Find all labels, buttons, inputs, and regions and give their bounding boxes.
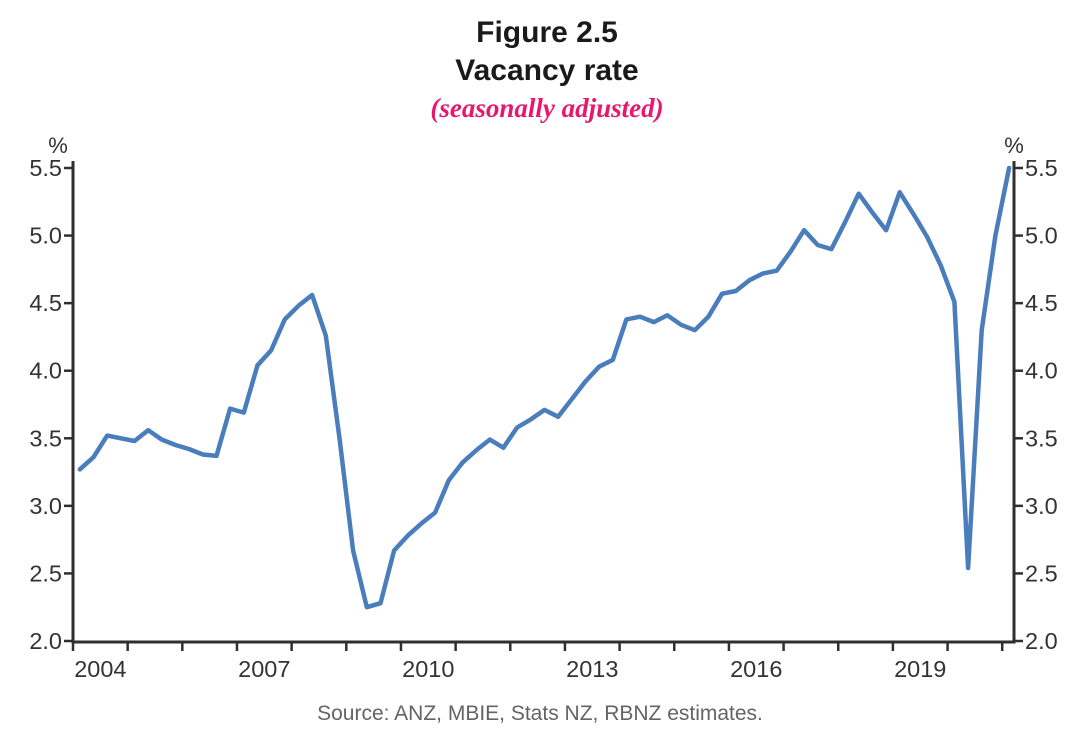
x-tick-label-year: 2004 [74, 656, 126, 682]
y-tick-label-left: 4.0 [29, 358, 62, 384]
y-tick-label-left: 3.5 [29, 425, 62, 451]
y-tick-label-right: 3.0 [1025, 493, 1058, 519]
figure-subtitle: (seasonally adjusted) [430, 93, 664, 123]
y-tick-label-right: 5.5 [1025, 155, 1058, 181]
y-tick-label-right: 3.5 [1025, 425, 1058, 451]
x-tick-label-year: 2019 [894, 656, 946, 682]
x-tick-label-year: 2013 [566, 656, 618, 682]
source-note: Source: ANZ, MBIE, Stats NZ, RBNZ estima… [317, 702, 763, 725]
y-tick-label-right: 5.0 [1025, 223, 1058, 249]
y-tick-label-right: 2.5 [1025, 560, 1058, 586]
y-axis-unit-left: % [48, 133, 68, 158]
y-axis-unit-right: % [1004, 133, 1024, 158]
y-tick-label-left: 5.5 [29, 155, 62, 181]
y-tick-label-left: 5.0 [29, 223, 62, 249]
y-tick-label-left: 3.0 [29, 493, 62, 519]
y-tick-label-left: 2.5 [29, 560, 62, 586]
x-tick-label-year: 2007 [238, 656, 290, 682]
x-tick-label-year: 2010 [402, 656, 454, 682]
x-tick-label-year: 2016 [730, 656, 782, 682]
y-tick-label-right: 4.5 [1025, 290, 1058, 316]
vacancy-rate-series-line [77, 165, 1012, 610]
figure-title: Vacancy rate [455, 54, 639, 87]
figure-number: Figure 2.5 [476, 16, 618, 49]
y-tick-label-right: 4.0 [1025, 358, 1058, 384]
y-tick-label-left: 2.0 [29, 628, 62, 654]
y-tick-label-left: 4.5 [29, 290, 62, 316]
y-tick-label-right: 2.0 [1025, 628, 1058, 654]
